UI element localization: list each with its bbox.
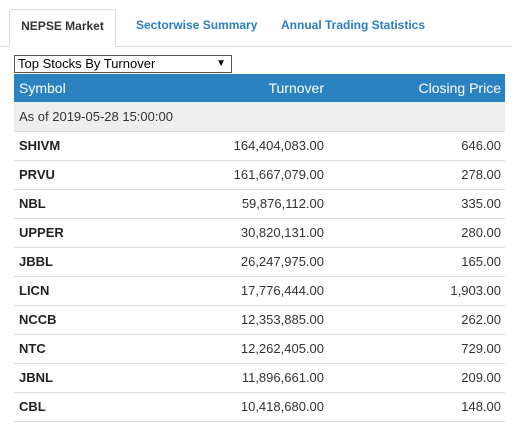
table-row: UPPER 30,820,131.00 280.00 — [14, 219, 505, 248]
tab-annual-trading-statistics[interactable]: Annual Trading Statistics — [281, 18, 426, 32]
table-row: SHIVM 164,404,083.00 646.00 — [14, 132, 505, 161]
closing-price-cell: 148.00 — [461, 399, 501, 414]
header-turnover[interactable]: Turnover — [268, 80, 324, 96]
symbol-cell[interactable]: CBL — [19, 399, 46, 414]
closing-price-cell: 209.00 — [461, 370, 501, 385]
turnover-cell: 10,418,680.00 — [240, 399, 324, 414]
symbol-cell[interactable]: JBBL — [19, 254, 53, 269]
turnover-cell: 11,896,661.00 — [241, 370, 324, 385]
closing-price-cell: 1,903.00 — [450, 283, 501, 298]
table-row: LICN 17,776,444.00 1,903.00 — [14, 277, 505, 306]
turnover-cell: 59,876,112.00 — [241, 196, 324, 211]
table-header: Symbol Turnover Closing Price — [14, 74, 505, 102]
symbol-cell[interactable]: SHIVM — [19, 138, 61, 153]
tab-bar: NEPSE Market Sectorwise Summary Annual T… — [0, 0, 512, 47]
symbol-cell[interactable]: PRVU — [19, 167, 55, 182]
symbol-cell[interactable]: JBNL — [19, 370, 53, 385]
header-closing-price[interactable]: Closing Price — [418, 80, 501, 96]
chevron-down-icon: ▼ — [216, 58, 226, 69]
turnover-cell: 161,667,079.00 — [233, 167, 324, 182]
turnover-cell: 164,404,083.00 — [233, 138, 324, 153]
turnover-cell: 12,262,405.00 — [240, 341, 324, 356]
table-row: NTC 12,262,405.00 729.00 — [14, 335, 505, 364]
closing-price-cell: 165.00 — [461, 254, 501, 269]
closing-price-cell: 278.00 — [461, 167, 501, 182]
as-of-timestamp: As of 2019-05-28 15:00:00 — [14, 102, 505, 132]
table-row: NCCB 12,353,885.00 262.00 — [14, 306, 505, 335]
closing-price-cell: 729.00 — [461, 341, 501, 356]
table-row: NBL 59,876,112.00 335.00 — [14, 190, 505, 219]
select-value: Top Stocks By Turnover — [18, 56, 156, 71]
turnover-cell: 26,247,975.00 — [240, 254, 324, 269]
closing-price-cell: 646.00 — [461, 138, 501, 153]
turnover-cell: 17,776,444.00 — [240, 283, 324, 298]
table-row: JBBL 26,247,975.00 165.00 — [14, 248, 505, 277]
turnover-cell: 12,353,885.00 — [240, 312, 324, 327]
closing-price-cell: 280.00 — [461, 225, 501, 240]
tab-nepse-market[interactable]: NEPSE Market — [9, 9, 116, 47]
symbol-cell[interactable]: NBL — [19, 196, 46, 211]
table-row: CBL 10,418,680.00 148.00 — [14, 393, 505, 422]
header-symbol[interactable]: Symbol — [19, 80, 66, 96]
symbol-cell[interactable]: NCCB — [19, 312, 57, 327]
table-body: SHIVM 164,404,083.00 646.00 PRVU 161,667,079… — [14, 132, 505, 422]
closing-price-cell: 262.00 — [461, 312, 501, 327]
tab-sectorwise-summary[interactable]: Sectorwise Summary — [136, 18, 258, 32]
symbol-cell[interactable]: LICN — [19, 283, 50, 298]
table-row: JBNL 11,896,661.00 209.00 — [14, 364, 505, 393]
symbol-cell[interactable]: UPPER — [19, 225, 64, 240]
closing-price-cell: 335.00 — [461, 196, 501, 211]
turnover-cell: 30,820,131.00 — [240, 225, 324, 240]
top-stocks-select[interactable]: Top Stocks By Turnover ▼ — [14, 55, 232, 73]
symbol-cell[interactable]: NTC — [19, 341, 46, 356]
stocks-table: Symbol Turnover Closing Price As of 2019… — [14, 74, 505, 422]
table-row: PRVU 161,667,079.00 278.00 — [14, 161, 505, 190]
